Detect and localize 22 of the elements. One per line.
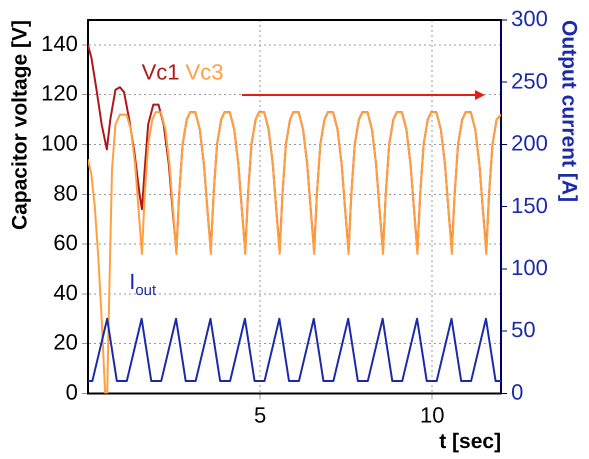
y2-tick-label: 250 — [511, 68, 548, 94]
x-tick-label: 10 — [420, 402, 444, 428]
y-tick-label: 40 — [53, 280, 78, 305]
y2-axis-title: Output current [A] — [558, 20, 581, 202]
y2-tick-label: 200 — [511, 130, 548, 156]
y-tick-label: 120 — [41, 80, 78, 106]
y2-tick-label: 150 — [511, 192, 548, 218]
y-tick-label: 140 — [41, 30, 78, 56]
x-axis-title: t [sec] — [439, 430, 502, 454]
series-label: Vc1 — [142, 60, 180, 85]
y-tick-label: 60 — [53, 230, 78, 256]
y-tick-label: 0 — [66, 379, 78, 404]
y-axis-title: Capacitor voltage [V] — [8, 20, 32, 230]
series-label: Vc3 — [186, 60, 224, 85]
y-tick-label: 100 — [41, 130, 78, 156]
y2-tick-label: 0 — [511, 379, 524, 404]
y2-tick-label: 100 — [511, 254, 548, 280]
y2-tick-label: 50 — [511, 317, 536, 342]
y2-tick-label: 300 — [511, 6, 548, 32]
y-tick-label: 80 — [53, 180, 78, 206]
x-tick-label: 5 — [254, 402, 266, 428]
y-tick-label: 20 — [53, 330, 78, 355]
